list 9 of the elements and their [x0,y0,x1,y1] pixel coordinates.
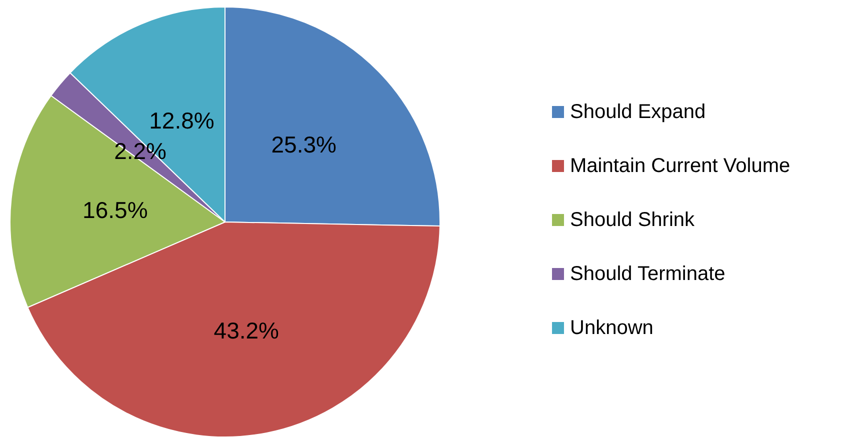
data-label: 12.8% [149,107,214,134]
data-label: 25.3% [271,132,336,158]
legend-label: Should Expand [570,101,706,123]
data-label: 16.5% [82,196,148,223]
legend-label: Should Terminate [570,263,726,285]
legend-label: Unknown [570,317,654,339]
legend-label: Should Shrink [570,209,696,231]
data-label: 43.2% [214,317,279,344]
legend-label: Maintain Current Volume [570,155,790,177]
